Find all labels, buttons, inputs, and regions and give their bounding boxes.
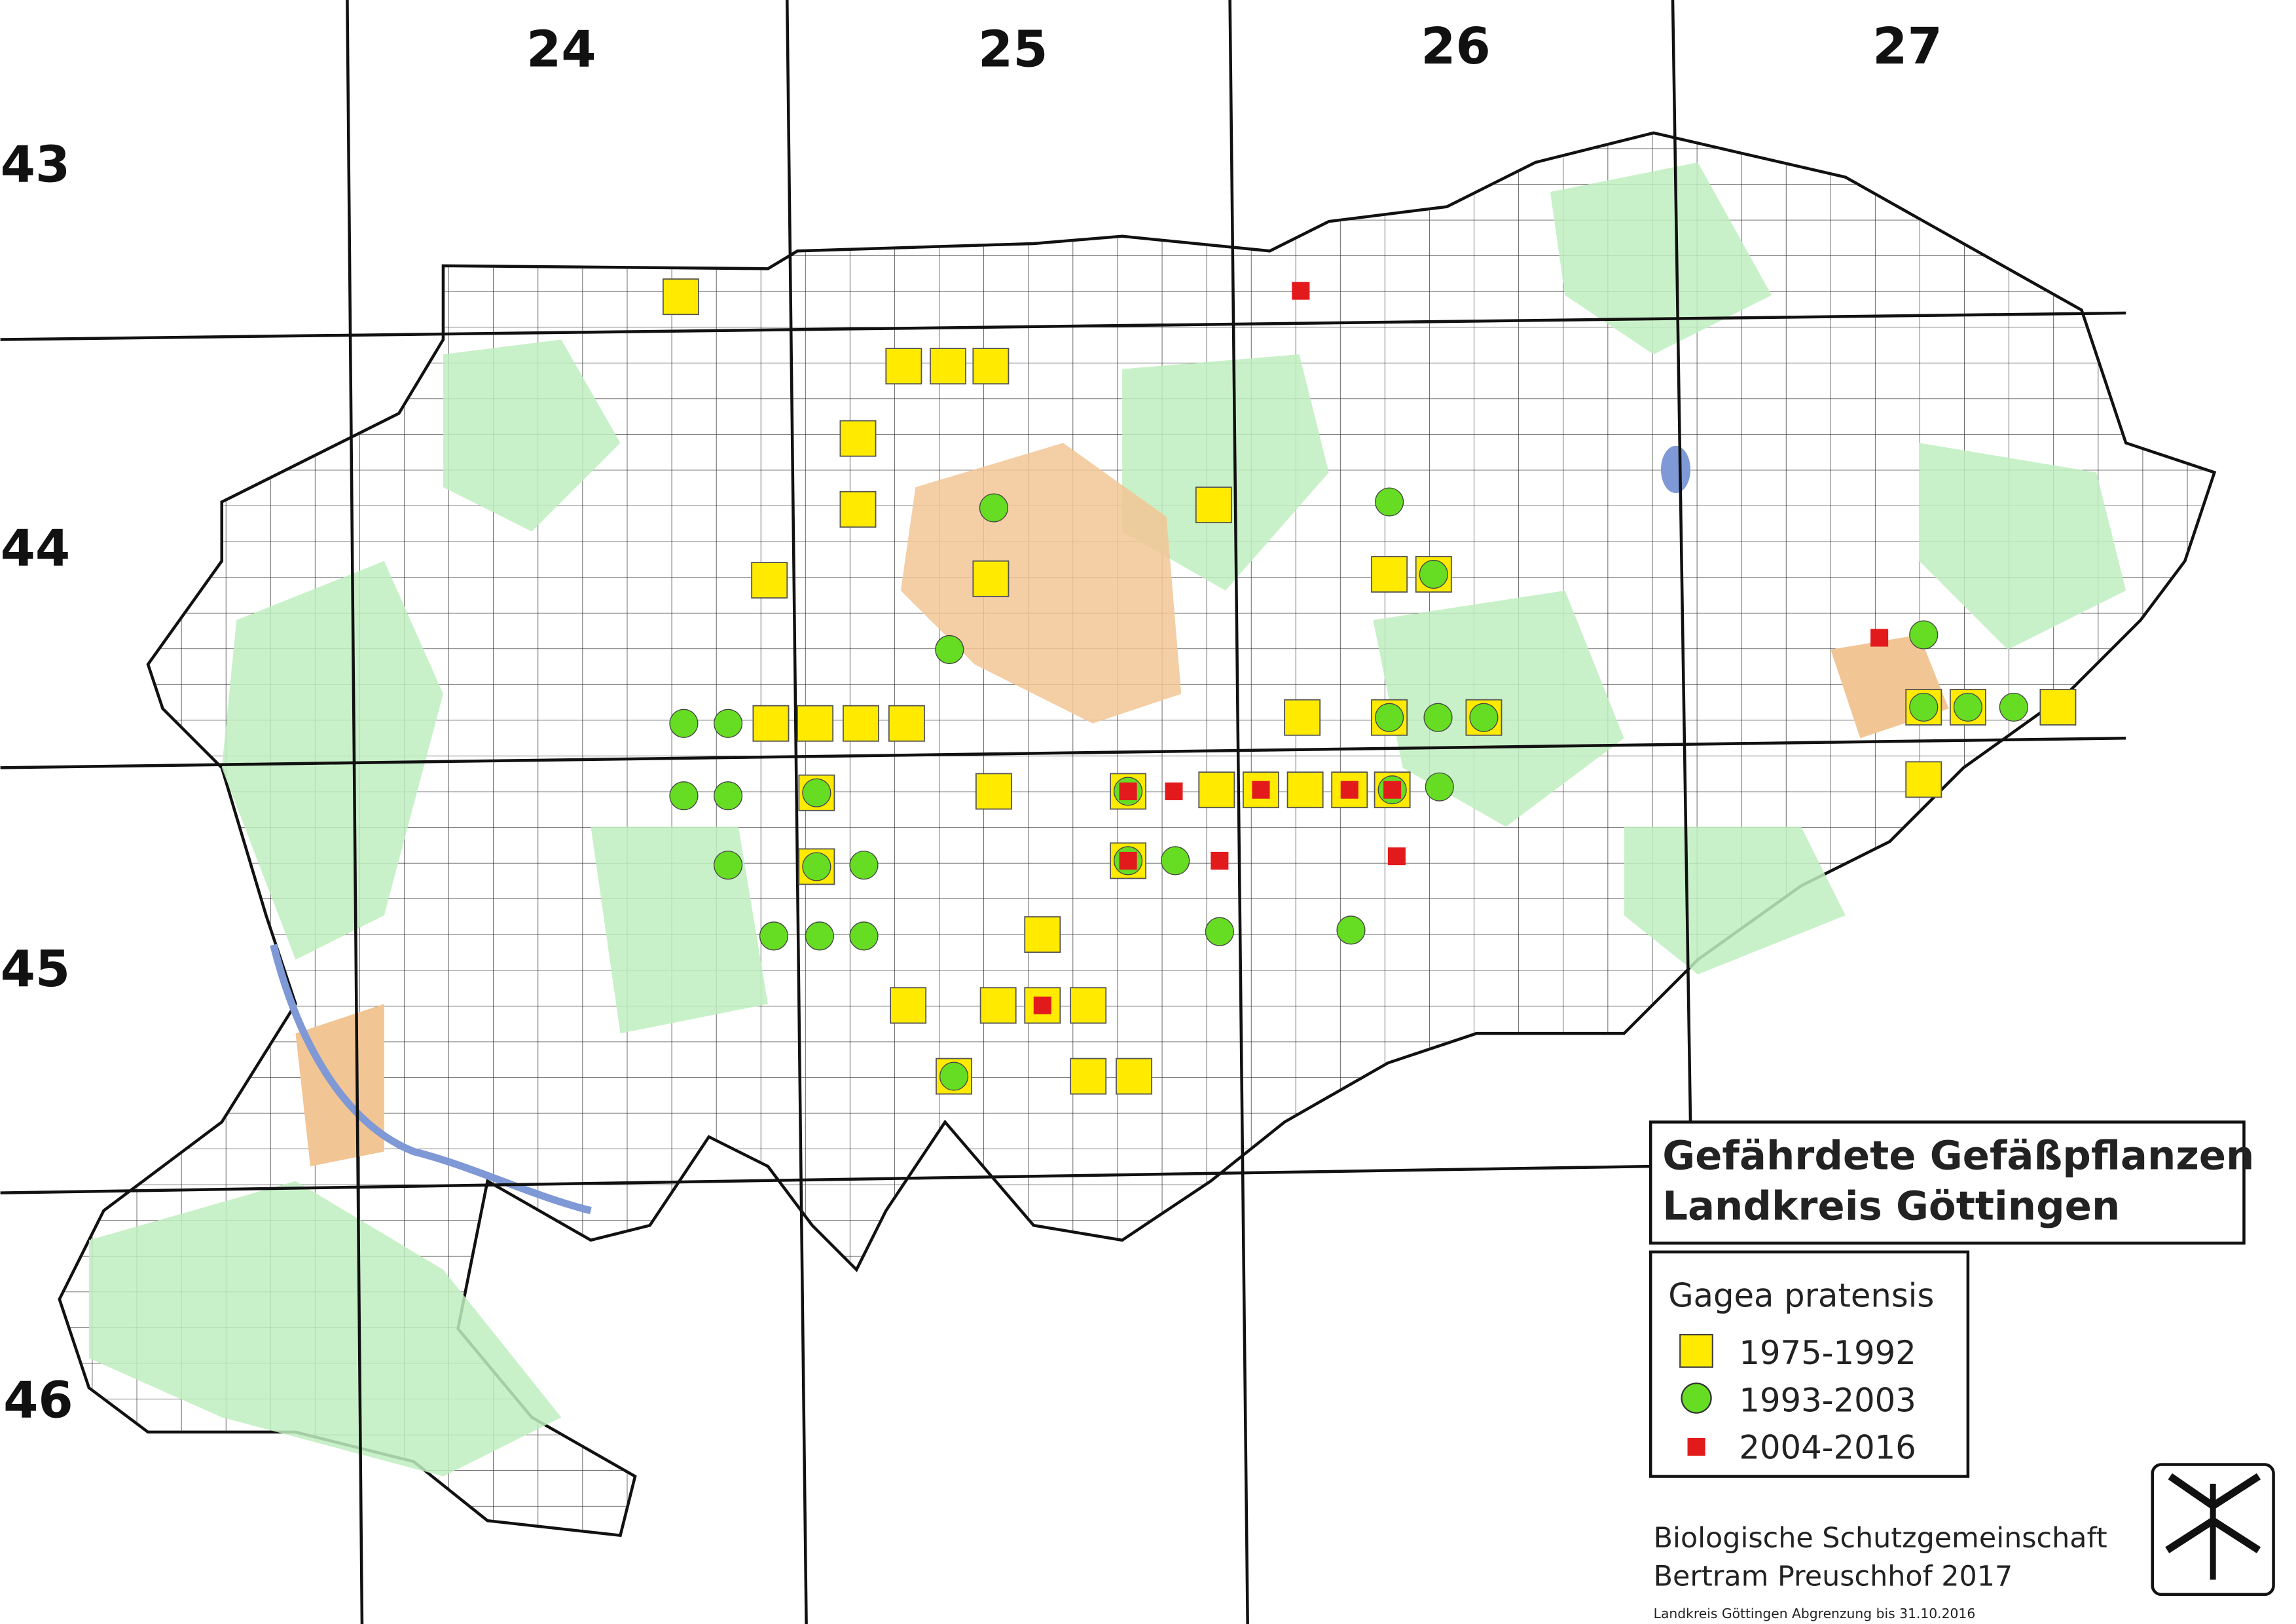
title: Gefährdete Gefäßpflanzen (1662, 1133, 2254, 1179)
record-1993-2003 (713, 709, 743, 738)
credit: Biologische Schutzgemeinschaft (1654, 1522, 2107, 1555)
record-1993-2003 (759, 921, 789, 951)
legend-species: Gagea pratensis (1668, 1276, 1934, 1314)
record-2004-2016 (1119, 851, 1137, 870)
occurrences (662, 278, 2077, 1095)
record-1975-1992 (843, 705, 879, 742)
record-2004-2016 (1119, 782, 1137, 800)
record-1993-2003 (1953, 692, 1982, 722)
record-1993-2003 (849, 851, 879, 880)
record-1993-2003 (1469, 703, 1499, 732)
record-1993-2003 (713, 781, 743, 811)
record-1993-2003 (1423, 703, 1453, 732)
record-1993-2003 (1375, 703, 1404, 732)
record-1975-1992 (1198, 771, 1235, 809)
legend-entry: 2004-2016 (1739, 1428, 1916, 1466)
record-1975-1992 (1024, 916, 1061, 953)
record-2004-2016 (1292, 282, 1310, 300)
record-1993-2003 (713, 851, 743, 880)
record-1993-2003 (669, 709, 699, 738)
record-1993-2003 (939, 1061, 969, 1091)
main-grid (0, 0, 2126, 1624)
record-1993-2003 (1909, 620, 1939, 650)
note: Landkreis Göttingen Abgrenzung bis 31.10… (1654, 1606, 1976, 1621)
record-1975-1992 (888, 705, 925, 742)
legend-symbol (1679, 1333, 1713, 1368)
record-1993-2003 (1205, 917, 1234, 946)
record-1975-1992 (975, 773, 1012, 810)
title-box (1649, 1120, 2246, 1245)
record-1975-1992 (1371, 556, 1408, 593)
record-1993-2003 (979, 493, 1008, 523)
column-label: 24 (526, 20, 596, 79)
record-1975-1992 (890, 987, 927, 1024)
record-1993-2003 (669, 781, 699, 811)
record-1975-1992 (1284, 699, 1321, 736)
logo (2151, 1463, 2275, 1596)
legend-symbol (1681, 1382, 1712, 1414)
row-label: 43 (1, 136, 71, 194)
record-2004-2016 (1211, 851, 1229, 870)
county (58, 131, 2217, 1538)
record-1993-2003 (1909, 692, 1939, 722)
record-1993-2003 (1336, 915, 1366, 945)
record-1975-1992 (972, 560, 1010, 597)
record-1993-2003 (802, 852, 831, 881)
record-1993-2003 (1999, 692, 2028, 722)
row-label: 44 (1, 519, 71, 578)
column-label: 27 (1872, 18, 1942, 76)
record-1975-1992 (662, 278, 699, 316)
record-1975-1992 (839, 420, 877, 457)
record-1975-1992 (1286, 771, 1324, 809)
title: Landkreis Göttingen (1662, 1183, 2120, 1229)
row-label: 46 (3, 1371, 73, 1430)
record-1993-2003 (935, 635, 964, 665)
record-1993-2003 (802, 778, 831, 807)
record-1993-2003 (1161, 846, 1190, 876)
record-1975-1992 (885, 348, 922, 385)
record-2004-2016 (1033, 996, 1051, 1014)
record-1975-1992 (797, 705, 834, 742)
record-1975-1992 (1195, 487, 1232, 524)
record-1993-2003 (849, 921, 879, 951)
record-1993-2003 (1425, 772, 1454, 802)
record-1975-1992 (839, 490, 877, 528)
record-1993-2003 (1419, 559, 1448, 589)
record-1993-2003 (805, 921, 834, 951)
record-1975-1992 (1070, 1058, 1107, 1095)
record-1975-1992 (751, 562, 788, 599)
record-2004-2016 (1252, 781, 1270, 799)
record-1975-1992 (972, 348, 1010, 385)
credit: Bertram Preuschhof 2017 (1654, 1560, 2013, 1593)
legend-entry: 1993-2003 (1739, 1381, 1916, 1419)
record-1975-1992 (1116, 1058, 1153, 1095)
record-2004-2016 (1165, 782, 1183, 800)
record-1975-1992 (930, 348, 966, 385)
legend-symbol (1687, 1437, 1705, 1456)
record-2004-2016 (1383, 781, 1402, 799)
record-1975-1992 (979, 987, 1017, 1024)
column-label: 26 (1421, 18, 1491, 76)
record-1975-1992 (2039, 688, 2077, 726)
column-label: 25 (978, 20, 1048, 79)
row-label: 45 (1, 940, 71, 999)
record-1993-2003 (1375, 487, 1404, 517)
record-2004-2016 (1340, 781, 1358, 799)
legend-entry: 1975-1992 (1739, 1334, 1916, 1372)
record-2004-2016 (1387, 847, 1406, 866)
record-1975-1992 (752, 705, 790, 742)
record-1975-1992 (1070, 987, 1107, 1024)
record-2004-2016 (1870, 629, 1889, 647)
record-1975-1992 (1905, 761, 1942, 798)
